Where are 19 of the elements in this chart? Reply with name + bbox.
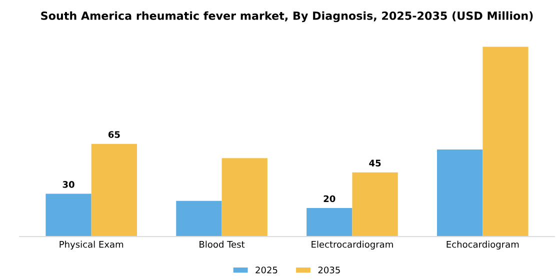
bar xyxy=(306,208,352,237)
x-tick-label: Physical Exam xyxy=(60,240,124,250)
x-tick-label: Echocardiogram xyxy=(446,240,519,250)
chart-title: South America rheumatic fever market, By Diagnosis, 2025-2035 (USD Million) xyxy=(41,11,533,22)
data-label: 45 xyxy=(369,160,381,166)
legend-label: 2035 xyxy=(318,266,340,274)
bar xyxy=(222,158,268,237)
legend-label: 2025 xyxy=(256,266,278,274)
x-tick-label: Blood Test xyxy=(200,240,245,248)
bar xyxy=(176,200,222,237)
x-tick-label: Electrocardiogram xyxy=(312,240,393,250)
bar xyxy=(352,172,398,237)
data-label: 30 xyxy=(62,181,74,188)
data-label: 65 xyxy=(108,131,120,138)
bar xyxy=(437,150,483,237)
data-label: 20 xyxy=(324,195,336,202)
bar xyxy=(482,46,528,237)
bar xyxy=(91,144,137,237)
bar xyxy=(46,194,92,237)
